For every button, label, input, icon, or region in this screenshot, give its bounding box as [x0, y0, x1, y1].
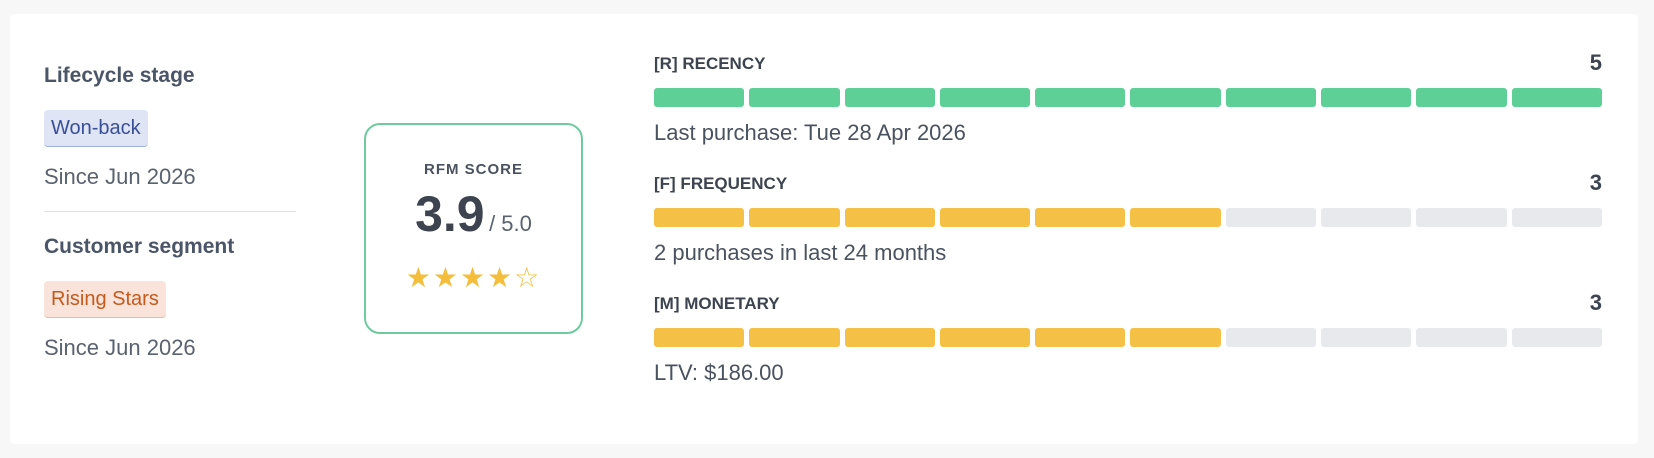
lifecycle-badge[interactable]: Won-back — [44, 110, 148, 147]
bar-segment-empty — [1511, 208, 1602, 227]
bar-segment-filled — [1321, 88, 1412, 107]
metric-description: LTV: $186.00 — [654, 360, 784, 385]
segment-title: Customer segment — [44, 235, 235, 258]
bar-segment-filled — [1130, 328, 1221, 347]
bar-segment-filled — [654, 88, 745, 107]
bar-segment-filled — [1130, 88, 1221, 107]
metric-name: [R] RECENCY — [654, 54, 766, 73]
metric-name: [M] MONETARY — [654, 294, 780, 313]
bar-segment-filled — [749, 88, 840, 107]
bar-segment-filled — [749, 328, 840, 347]
bar-segment-filled — [749, 208, 840, 227]
metric-bar — [654, 208, 1602, 227]
metric-bar — [654, 88, 1602, 107]
star-filled-icon: ★ — [405, 262, 433, 293]
metric-monetary: [M] MONETARY 3 LTV: $186.00 — [654, 290, 1602, 385]
metric-frequency: [F] FREQUENCY 3 2 purchases in last 24 m… — [654, 170, 1602, 265]
star-filled-icon: ★ — [459, 262, 488, 293]
bar-segment-empty — [1225, 328, 1317, 347]
segment-badge[interactable]: Rising Stars — [44, 281, 166, 318]
star-filled-icon: ★ — [487, 262, 515, 293]
rfm-score-value: 3.9 — [415, 186, 485, 242]
bar-segment-filled — [1035, 208, 1126, 227]
bar-segment-filled — [1511, 88, 1602, 107]
bar-segment-empty — [1416, 208, 1507, 227]
bar-segment-filled — [939, 328, 1031, 347]
bar-segment-empty — [1225, 208, 1317, 227]
bar-segment-filled — [844, 328, 935, 347]
rfm-score-box: RFM SCORE 3.9 / 5.0 ★★★★☆ — [364, 123, 583, 334]
rfm-card: Lifecycle stage Won-back Since Jun 2026 … — [10, 14, 1638, 444]
metric-score: 3 — [1589, 290, 1602, 315]
metric-recency: [R] RECENCY 5 Last purchase: Tue 28 Apr … — [654, 50, 1602, 145]
bar-segment-filled — [1130, 208, 1221, 227]
bar-segment-filled — [939, 208, 1031, 227]
rfm-score-label: RFM SCORE — [424, 161, 523, 178]
metric-score: 3 — [1589, 170, 1602, 195]
bar-segment-filled — [939, 88, 1031, 107]
section-divider — [44, 211, 296, 212]
metric-name: [F] FREQUENCY — [654, 174, 788, 193]
lifecycle-since: Since Jun 2026 — [44, 164, 196, 189]
bar-segment-filled — [844, 88, 935, 107]
bar-segment-empty — [1321, 208, 1412, 227]
rating-stars: ★★★★☆ — [366, 261, 581, 294]
bar-segment-filled — [1225, 88, 1317, 107]
bar-segment-empty — [1416, 328, 1507, 347]
lifecycle-title: Lifecycle stage — [44, 64, 195, 87]
bar-segment-filled — [1416, 88, 1507, 107]
metric-description: Last purchase: Tue 28 Apr 2026 — [654, 120, 966, 145]
rfm-score-max: / 5.0 — [489, 211, 532, 236]
star-empty-icon: ☆ — [514, 262, 542, 293]
bar-segment-empty — [1321, 328, 1412, 347]
metric-bar — [654, 328, 1602, 347]
segment-since: Since Jun 2026 — [44, 335, 196, 360]
rfm-score-row: 3.9 / 5.0 — [366, 185, 581, 243]
bar-segment-filled — [1035, 88, 1126, 107]
metric-description: 2 purchases in last 24 months — [654, 240, 947, 265]
bar-segment-filled — [654, 328, 745, 347]
star-filled-icon: ★ — [432, 262, 460, 293]
bar-segment-empty — [1511, 328, 1602, 347]
metric-score: 5 — [1589, 50, 1602, 75]
bar-segment-filled — [844, 208, 935, 227]
bar-segment-filled — [1035, 328, 1126, 347]
bar-segment-filled — [654, 208, 745, 227]
